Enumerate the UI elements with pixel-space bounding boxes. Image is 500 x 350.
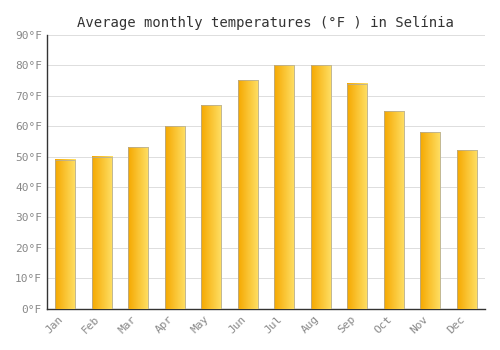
Bar — [420, 132, 440, 309]
Bar — [347, 84, 368, 309]
Bar — [92, 156, 112, 309]
Bar — [201, 105, 221, 309]
Bar — [55, 160, 75, 309]
Bar — [274, 65, 294, 309]
Bar — [384, 111, 404, 309]
Bar — [456, 150, 477, 309]
Bar — [310, 65, 330, 309]
Bar — [164, 126, 184, 309]
Bar — [128, 147, 148, 309]
Bar — [238, 80, 258, 309]
Title: Average monthly temperatures (°F ) in Selínia: Average monthly temperatures (°F ) in Se… — [78, 15, 454, 29]
